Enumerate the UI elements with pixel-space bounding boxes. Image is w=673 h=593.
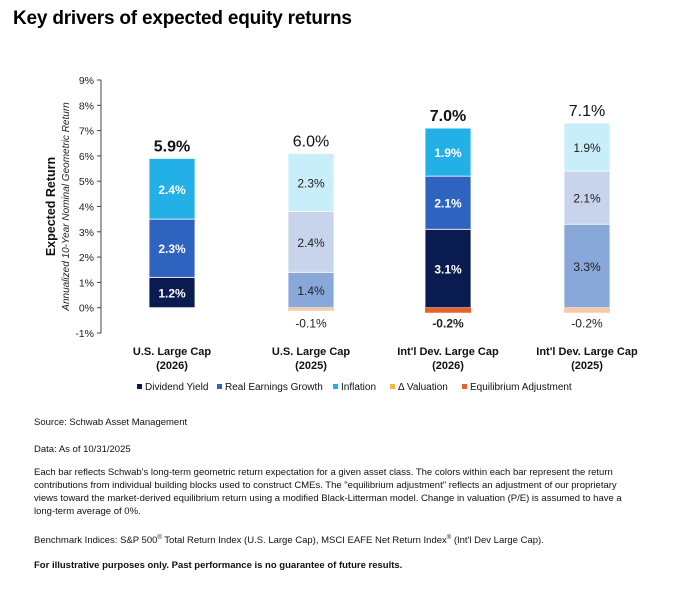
y-tick-label: 1% bbox=[79, 277, 94, 289]
x-axis: U.S. Large Cap (2026) U.S. Large Cap (2025)… bbox=[133, 346, 638, 372]
adjustment-label: -0.1% bbox=[295, 317, 327, 331]
benchmark-mid: Total Return Index (U.S. Large Cap), MSC… bbox=[161, 535, 447, 547]
y-tick-label: 2% bbox=[79, 252, 94, 264]
stacked-bar-chart: Expected Return Annualized 10-Year Nomina… bbox=[44, 75, 638, 393]
segment-label: 3.3% bbox=[573, 260, 601, 274]
segment-label: 2.4% bbox=[297, 236, 325, 250]
registered-mark: ® bbox=[157, 535, 162, 541]
segment-label: 1.9% bbox=[434, 146, 462, 160]
bar-segment bbox=[424, 228, 472, 309]
legend-swatch bbox=[137, 384, 142, 389]
bar-segment bbox=[287, 211, 335, 273]
data-date-note: Data: As of 10/31/2025 bbox=[34, 444, 131, 455]
legend-label: Inflation bbox=[341, 382, 376, 393]
bar-segment bbox=[148, 276, 196, 309]
total-label: 7.0% bbox=[430, 108, 466, 125]
bar-segment bbox=[287, 152, 335, 212]
y-tick-label: 8% bbox=[79, 100, 94, 112]
legend-swatch bbox=[333, 384, 338, 389]
legend-swatch bbox=[462, 384, 467, 389]
x-category-label: U.S. Large Cap bbox=[272, 346, 351, 358]
description-note: Each bar reflects Schwab's long-term geo… bbox=[34, 467, 622, 517]
benchmark-note: Benchmark Indices: S&P 500® Total Return… bbox=[34, 532, 634, 547]
segment-label: 2.1% bbox=[573, 192, 601, 206]
legend-label: Equilibrium Adjustment bbox=[470, 382, 572, 393]
legend-swatch bbox=[390, 384, 395, 389]
y-tick-label: 0% bbox=[79, 303, 94, 315]
y-tick-label: 9% bbox=[79, 75, 94, 87]
segment-label: 2.1% bbox=[434, 197, 462, 211]
source-note: Source: Schwab Asset Management bbox=[34, 417, 188, 428]
segment-label: 3.1% bbox=[434, 262, 462, 276]
adjustment-segment bbox=[564, 307, 610, 313]
bar-segment bbox=[424, 127, 472, 177]
x-category-label: U.S. Large Cap bbox=[133, 346, 212, 358]
y-tick-label: 4% bbox=[79, 202, 94, 214]
bar-segment bbox=[563, 122, 611, 172]
y-axis-title: Expected Return Annualized 10-Year Nomina… bbox=[44, 102, 72, 312]
y-tick-label: 5% bbox=[79, 176, 94, 188]
chart-legend: Dividend Yield Real Earnings Growth Inflat… bbox=[137, 382, 572, 393]
y-tick-label: 6% bbox=[79, 151, 94, 163]
adjustment-label: -0.2% bbox=[432, 317, 464, 331]
segment-label: 2.4% bbox=[158, 183, 186, 197]
y-axis-label: Expected Return bbox=[44, 157, 58, 256]
total-label: 7.1% bbox=[569, 103, 605, 120]
y-axis: -1% 0% 1% 2% 3% 4% 5% 6% 7% 8% 9% bbox=[75, 75, 102, 340]
y-tick-label: -1% bbox=[75, 328, 94, 340]
x-category-year: (2025) bbox=[571, 360, 603, 372]
adjustment-segment bbox=[288, 307, 334, 311]
legend-label: Real Earnings Growth bbox=[225, 382, 323, 393]
disclaimer-note: For illustrative purposes only. Past per… bbox=[34, 560, 403, 571]
y-tick-label: 3% bbox=[79, 227, 94, 239]
benchmark-suffix: (Int'l Dev Large Cap). bbox=[451, 535, 544, 547]
x-category-year: (2026) bbox=[432, 360, 464, 372]
total-label: 5.9% bbox=[154, 138, 190, 155]
x-category-year: (2025) bbox=[295, 360, 327, 372]
legend-label: Δ Valuation bbox=[398, 382, 448, 393]
bar-segment bbox=[424, 175, 472, 230]
segment-label: 1.9% bbox=[573, 141, 601, 155]
bar-segment bbox=[563, 170, 611, 225]
segment-label: 1.4% bbox=[297, 284, 325, 298]
segment-label: 2.3% bbox=[297, 176, 325, 190]
bar-segment bbox=[148, 158, 196, 220]
page-title: Key drivers of expected equity returns bbox=[13, 8, 352, 29]
bar-segment bbox=[563, 223, 611, 309]
legend-swatch bbox=[217, 384, 222, 389]
segment-label: 1.2% bbox=[158, 287, 186, 301]
y-axis-sublabel: Annualized 10-Year Nominal Geometric Ret… bbox=[61, 102, 72, 312]
bars: 1.2% 2.3% 2.4% 5.9% 1.4% 2.4% 2.3% 6.0% -0.1% 3.1… bbox=[148, 103, 611, 331]
x-category-year: (2026) bbox=[156, 360, 188, 372]
benchmark-prefix: Benchmark Indices: S&P 500 bbox=[34, 535, 158, 547]
x-category-label: Int'l Dev. Large Cap bbox=[536, 346, 638, 358]
total-label: 6.0% bbox=[293, 133, 329, 150]
registered-mark: ® bbox=[446, 535, 452, 541]
legend-label: Dividend Yield bbox=[145, 382, 208, 393]
adjustment-label: -0.2% bbox=[571, 317, 603, 331]
segment-label: 2.3% bbox=[158, 242, 186, 256]
y-tick-label: 7% bbox=[79, 126, 94, 138]
x-category-label: Int'l Dev. Large Cap bbox=[397, 346, 499, 358]
adjustment-segment bbox=[425, 307, 471, 313]
